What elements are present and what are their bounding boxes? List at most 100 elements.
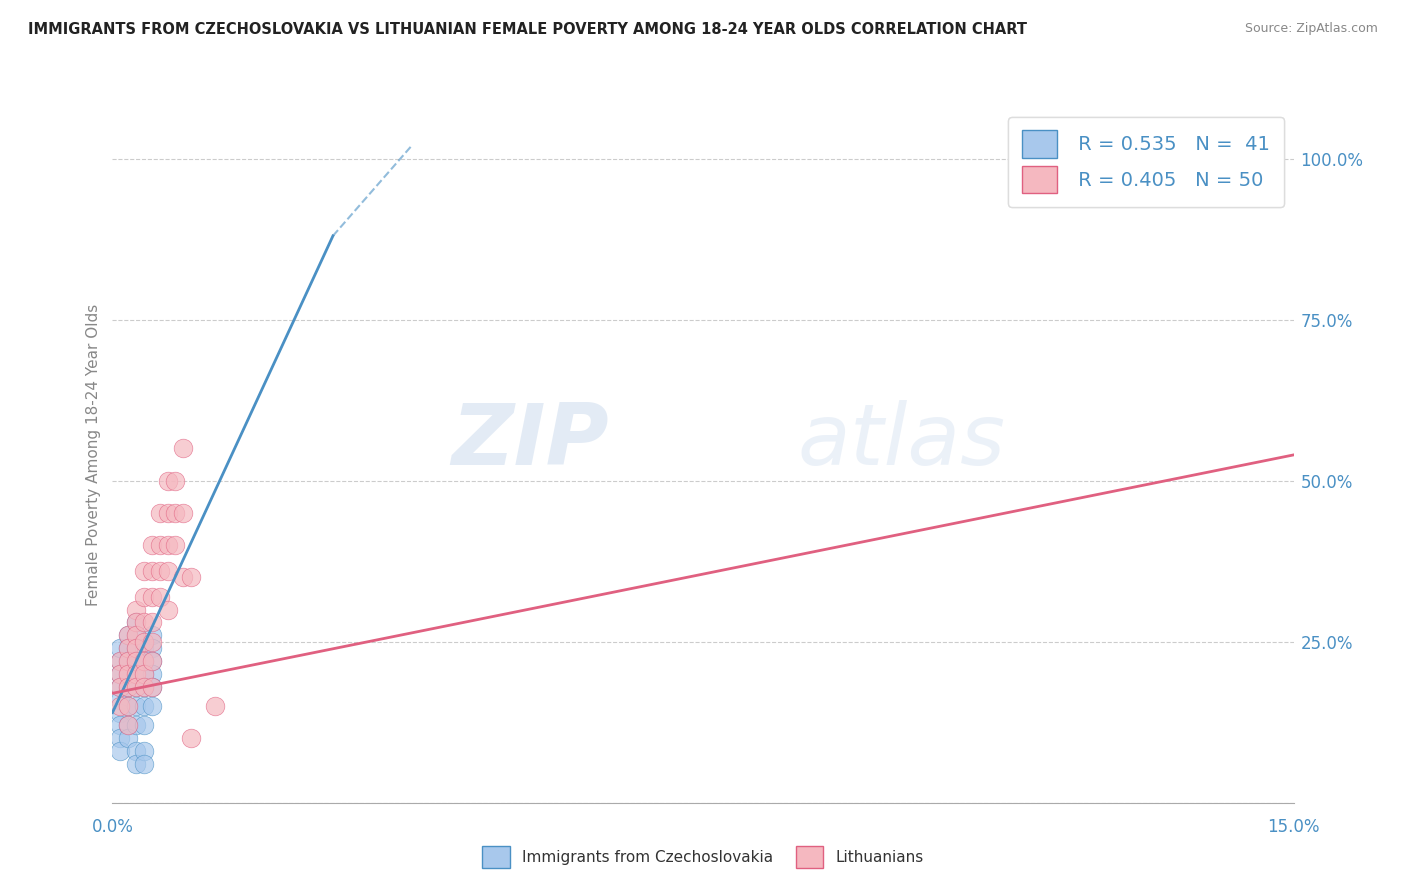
Point <box>110 641 132 656</box>
Point <box>125 654 148 668</box>
Point <box>125 667 148 681</box>
Point <box>110 706 132 720</box>
Text: 0.0%: 0.0% <box>91 818 134 836</box>
Point <box>117 680 139 694</box>
Point <box>117 667 139 681</box>
Point <box>110 692 132 706</box>
Point <box>141 699 163 714</box>
Point <box>149 564 172 578</box>
Point <box>132 615 155 630</box>
Point <box>172 442 194 456</box>
Point <box>165 506 187 520</box>
Point <box>156 474 179 488</box>
Point <box>125 641 148 656</box>
Point <box>125 699 148 714</box>
Point <box>156 506 179 520</box>
Point <box>110 731 132 746</box>
Point <box>117 641 139 656</box>
Point <box>141 667 163 681</box>
Point <box>125 680 148 694</box>
Point <box>117 641 139 656</box>
Point <box>117 718 139 732</box>
Point <box>110 654 132 668</box>
Point <box>110 744 132 758</box>
Point <box>141 590 163 604</box>
Point <box>156 564 179 578</box>
Point <box>149 590 172 604</box>
Point <box>125 628 148 642</box>
Point <box>117 731 139 746</box>
Point <box>125 641 148 656</box>
Point <box>117 699 139 714</box>
Point <box>165 474 187 488</box>
Point <box>117 654 139 668</box>
Text: atlas: atlas <box>797 400 1005 483</box>
Text: ZIP: ZIP <box>451 400 609 483</box>
Point <box>141 654 163 668</box>
Point <box>141 680 163 694</box>
Point <box>165 538 187 552</box>
Point <box>141 634 163 648</box>
Point <box>132 634 155 648</box>
Point <box>132 641 155 656</box>
Point <box>117 654 139 668</box>
Point <box>110 667 132 681</box>
Point <box>141 615 163 630</box>
Point <box>156 538 179 552</box>
Point <box>141 654 163 668</box>
Point <box>110 699 132 714</box>
Point <box>132 757 155 772</box>
Text: Source: ZipAtlas.com: Source: ZipAtlas.com <box>1244 22 1378 36</box>
Point <box>125 615 148 630</box>
Point <box>141 564 163 578</box>
Point <box>125 680 148 694</box>
Point <box>180 731 202 746</box>
Point <box>132 699 155 714</box>
Point <box>132 680 155 694</box>
Point <box>132 667 155 681</box>
Point <box>132 718 155 732</box>
Point <box>110 680 132 694</box>
Point <box>125 628 148 642</box>
Point <box>110 654 132 668</box>
Point <box>132 564 155 578</box>
Point <box>149 538 172 552</box>
Point <box>180 570 202 584</box>
Point <box>110 680 132 694</box>
Point <box>125 602 148 616</box>
Point <box>132 654 155 668</box>
Point <box>110 718 132 732</box>
Point <box>125 744 148 758</box>
Point <box>110 667 132 681</box>
Point <box>141 641 163 656</box>
Point <box>172 570 194 584</box>
Point <box>156 602 179 616</box>
Point <box>125 667 148 681</box>
Point <box>117 699 139 714</box>
Point <box>117 628 139 642</box>
Point <box>172 506 194 520</box>
Point <box>141 680 163 694</box>
Legend:  R = 0.535   N =  41,  R = 0.405   N = 50: R = 0.535 N = 41, R = 0.405 N = 50 <box>1008 117 1284 207</box>
Point <box>117 628 139 642</box>
Point <box>125 654 148 668</box>
Text: IMMIGRANTS FROM CZECHOSLOVAKIA VS LITHUANIAN FEMALE POVERTY AMONG 18-24 YEAR OLD: IMMIGRANTS FROM CZECHOSLOVAKIA VS LITHUA… <box>28 22 1028 37</box>
Point <box>125 615 148 630</box>
Legend: Immigrants from Czechoslovakia, Lithuanians: Immigrants from Czechoslovakia, Lithuani… <box>474 838 932 875</box>
Point <box>141 628 163 642</box>
Point <box>141 538 163 552</box>
Point <box>132 667 155 681</box>
Point <box>117 667 139 681</box>
Point <box>132 590 155 604</box>
Point <box>117 718 139 732</box>
Point <box>132 654 155 668</box>
Point <box>149 506 172 520</box>
Y-axis label: Female Poverty Among 18-24 Year Olds: Female Poverty Among 18-24 Year Olds <box>86 304 101 606</box>
Point <box>125 757 148 772</box>
Point <box>132 680 155 694</box>
Point <box>132 744 155 758</box>
Text: 15.0%: 15.0% <box>1267 818 1320 836</box>
Point <box>117 680 139 694</box>
Point <box>204 699 226 714</box>
Point <box>125 718 148 732</box>
